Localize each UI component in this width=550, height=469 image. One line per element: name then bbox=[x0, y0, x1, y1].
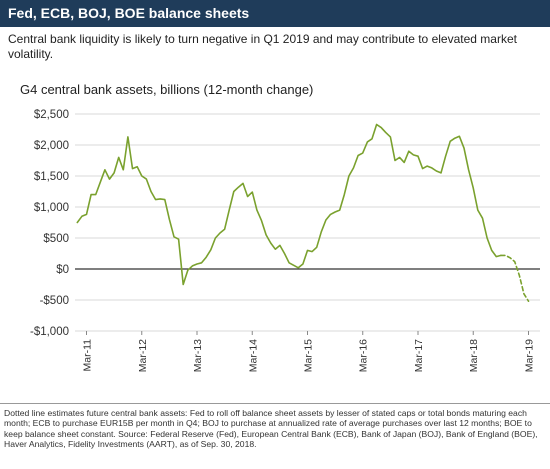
subtitle: Central bank liquidity is likely to turn… bbox=[8, 32, 517, 61]
x-tick-label: Mar-12 bbox=[137, 339, 149, 372]
chart-series bbox=[76, 123, 530, 303]
y-axis: $2,500 $2,000 $1,500 $1,000 $500 $0 -$500 -$1,0… bbox=[30, 109, 69, 338]
y-tick-label: -$500 bbox=[40, 295, 69, 307]
x-tick-label: Mar-11 bbox=[82, 339, 94, 372]
chart-title: G4 central bank assets, billions (12-mon… bbox=[20, 82, 314, 97]
x-tick-label: Mar-17 bbox=[413, 339, 425, 372]
x-tick-label: Mar-13 bbox=[192, 339, 204, 372]
x-tick-label: Mar-18 bbox=[468, 339, 480, 372]
y-tick-label: $1,000 bbox=[34, 202, 69, 214]
y-tick-label: $0 bbox=[56, 264, 69, 276]
x-axis: Mar-11 Mar-12 Mar-13 Mar-14 Mar-15 Mar-16 Mar-… bbox=[82, 331, 535, 372]
x-tick-label: Mar-19 bbox=[523, 339, 535, 372]
header-bar: Fed, ECB, BOJ, BOE balance sheets bbox=[0, 0, 550, 27]
y-tick-label: $1,500 bbox=[34, 171, 69, 183]
y-tick-label: $2,000 bbox=[34, 140, 69, 152]
x-tick-label: Mar-15 bbox=[303, 339, 315, 372]
y-tick-label: $2,500 bbox=[34, 109, 69, 121]
chart: $2,500 $2,000 $1,500 $1,000 $500 $0 -$500 -$1,0… bbox=[30, 109, 540, 372]
x-tick-label: Mar-16 bbox=[358, 339, 370, 372]
header-title: Fed, ECB, BOJ, BOE balance sheets bbox=[8, 5, 250, 21]
y-tick-label: -$1,000 bbox=[30, 326, 69, 338]
footnote: Dotted line estimates future central ban… bbox=[4, 408, 538, 450]
y-tick-label: $500 bbox=[43, 233, 69, 245]
x-tick-label: Mar-14 bbox=[247, 339, 259, 372]
chart-grid bbox=[75, 113, 540, 332]
footnote-divider bbox=[0, 403, 550, 404]
series-line-estimate bbox=[500, 254, 530, 303]
series-line-actual bbox=[76, 123, 502, 286]
